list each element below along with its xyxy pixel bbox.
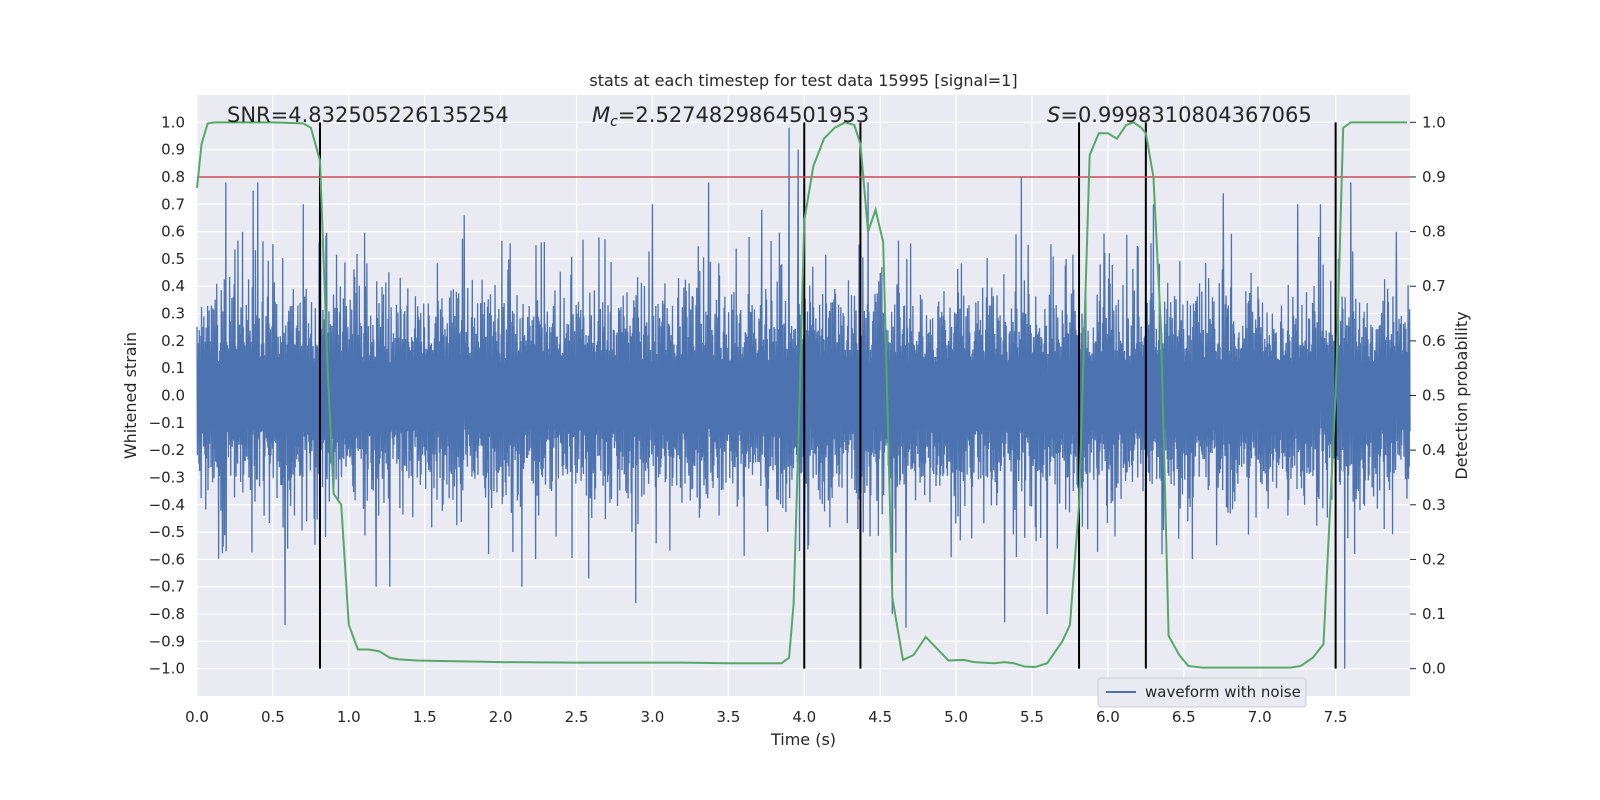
y-left-tick-label: 0.2: [161, 332, 185, 350]
y-left-tick-label: −0.4: [149, 496, 185, 514]
y-right-tick-label: 0.8: [1422, 223, 1446, 241]
x-tick-label: 2.0: [489, 708, 513, 726]
score-symbol: S: [1047, 103, 1060, 127]
x-tick-label: 6.5: [1172, 708, 1196, 726]
snr-annotation: SNR=4.832505226135254: [227, 103, 509, 127]
y-left-tick-label: −0.6: [149, 550, 185, 568]
y-right-tick-label: 0.3: [1422, 496, 1446, 514]
y-right-tick-label: 0.6: [1422, 332, 1446, 350]
axis-ticks: 0.0 0.5 1.0 1.5 2.0 2.5 3.0 3.5 4.0 4.5 5.0 5.5 6.0 6…: [149, 113, 1446, 726]
y-left-tick-label: −0.7: [149, 578, 185, 596]
x-tick-label: 6.0: [1096, 708, 1120, 726]
x-tick-label: 1.0: [337, 708, 361, 726]
probability-series: [196, 121, 1407, 669]
chirp-mass-subscript: c: [610, 114, 618, 130]
y-left-tick-label: 0.7: [161, 195, 185, 213]
y-right-tick-label: 0.9: [1422, 168, 1446, 186]
legend-box: [1097, 677, 1307, 708]
score-annotation: S=0.9998310804367065: [1047, 103, 1312, 127]
x-tick-label: 4.0: [792, 708, 816, 726]
x-tick-label: 2.5: [565, 708, 589, 726]
y-left-tick-label: −0.5: [149, 523, 185, 541]
y-left-tick-label: 0.6: [161, 223, 185, 241]
x-tick-label: 3.0: [641, 708, 665, 726]
y-right-tick-label: 0.1: [1422, 605, 1446, 623]
y-axis-right-label: Detection probability: [1452, 311, 1471, 479]
x-tick-label: 3.5: [716, 708, 740, 726]
y-left-tick-label: 0.8: [161, 168, 185, 186]
y-left-tick-label: 1.0: [161, 113, 185, 131]
y-left-tick-label: 0.5: [161, 250, 185, 268]
y-axis-left-label: Whitened strain: [121, 332, 140, 459]
x-tick-label: 0.0: [185, 708, 209, 726]
y-left-tick-label: 0.1: [161, 359, 185, 377]
chirp-mass-value: =2.5274829864501953: [618, 103, 869, 127]
y-left-tick-label: −1.0: [149, 660, 185, 678]
chirp-mass-symbol: M: [592, 103, 610, 127]
y-right-tick-label: 0.5: [1422, 387, 1446, 405]
x-tick-label: 5.5: [1020, 708, 1044, 726]
y-left-tick-label: −0.1: [149, 414, 185, 432]
x-tick-label: 4.5: [868, 708, 892, 726]
y-left-tick-label: 0.4: [161, 277, 185, 295]
x-tick-label: 5.0: [944, 708, 968, 726]
score-value: =0.9998310804367065: [1060, 103, 1311, 127]
x-tick-label: 7.5: [1324, 708, 1348, 726]
y-right-tick-label: 0.4: [1422, 441, 1446, 459]
y-right-tick-label: 0.0: [1422, 660, 1446, 678]
y-left-tick-label: −0.3: [149, 468, 185, 486]
y-left-tick-label: 0.3: [161, 305, 185, 323]
x-tick-label: 0.5: [261, 708, 285, 726]
chart-title: stats at each timestep for test data 159…: [589, 71, 1017, 90]
legend: waveform with noise: [1097, 677, 1307, 708]
y-right-tick-label: 0.7: [1422, 277, 1446, 295]
y-left-tick-label: 0.9: [161, 141, 185, 159]
y-right-tick-label: 1.0: [1422, 113, 1446, 131]
y-left-tick-label: −0.9: [149, 632, 185, 650]
chirp-mass-annotation: Mc=2.5274829864501953: [592, 103, 869, 130]
y-left-tick-label: 0.0: [161, 387, 185, 405]
x-tick-label: 1.5: [413, 708, 437, 726]
x-axis-label: Time (s): [770, 730, 836, 749]
legend-label-waveform: waveform with noise: [1145, 683, 1301, 701]
x-tick-label: 7.0: [1248, 708, 1272, 726]
probability-line: [196, 121, 1407, 669]
y-left-tick-label: −0.8: [149, 605, 185, 623]
y-left-tick-label: −0.2: [149, 441, 185, 459]
y-right-tick-label: 0.2: [1422, 550, 1446, 568]
